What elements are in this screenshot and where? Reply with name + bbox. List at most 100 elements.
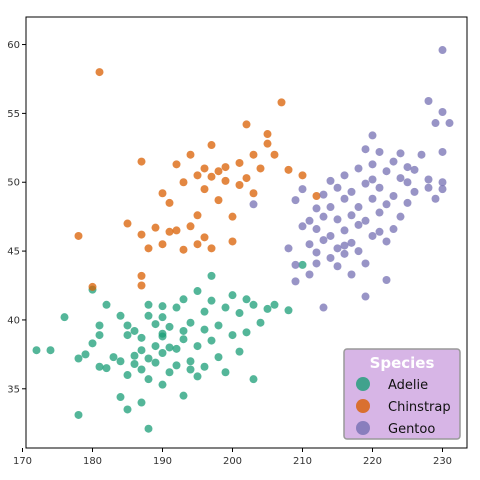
- point-chinstrap: [172, 226, 181, 235]
- legend-marker-chinstrap: [356, 399, 370, 413]
- point-adelie: [249, 300, 258, 309]
- legend-label-adelie: Adelie: [388, 378, 428, 393]
- point-gentoo: [361, 292, 370, 301]
- point-adelie: [158, 332, 167, 341]
- point-chinstrap: [200, 164, 209, 173]
- point-gentoo: [382, 200, 391, 209]
- point-adelie: [116, 311, 125, 320]
- point-adelie: [172, 344, 181, 353]
- x-tick-label: 180: [83, 456, 102, 467]
- legend-label-chinstrap: Chinstrap: [388, 400, 451, 415]
- point-chinstrap: [95, 68, 104, 77]
- point-adelie: [193, 372, 202, 381]
- point-chinstrap: [277, 98, 286, 107]
- point-chinstrap: [235, 158, 244, 167]
- point-chinstrap: [242, 120, 251, 129]
- point-gentoo: [389, 192, 398, 201]
- point-adelie: [179, 295, 188, 304]
- point-gentoo: [375, 227, 384, 236]
- point-gentoo: [340, 249, 349, 258]
- point-gentoo: [438, 147, 447, 156]
- legend-title: Species: [370, 354, 435, 372]
- point-gentoo: [347, 211, 356, 220]
- point-chinstrap: [193, 211, 202, 220]
- point-chinstrap: [284, 165, 293, 174]
- point-chinstrap: [263, 130, 272, 139]
- point-gentoo: [319, 303, 328, 312]
- point-chinstrap: [249, 150, 258, 159]
- point-gentoo: [368, 231, 377, 240]
- point-adelie: [137, 365, 146, 374]
- point-adelie: [207, 296, 216, 305]
- point-chinstrap: [214, 167, 223, 176]
- point-adelie: [235, 309, 244, 318]
- point-gentoo: [424, 96, 433, 105]
- point-chinstrap: [228, 212, 237, 221]
- point-adelie: [186, 318, 195, 327]
- point-gentoo: [445, 119, 454, 128]
- legend-marker-adelie: [356, 377, 370, 391]
- x-axis: 170 180 190 200 210 220 230: [13, 448, 452, 467]
- point-chinstrap: [74, 231, 83, 240]
- point-gentoo: [312, 259, 321, 268]
- point-adelie: [200, 325, 209, 334]
- point-gentoo: [326, 203, 335, 212]
- point-adelie: [165, 322, 174, 331]
- point-gentoo: [305, 270, 314, 279]
- point-gentoo: [403, 163, 412, 172]
- point-chinstrap: [221, 176, 230, 185]
- point-adelie: [263, 304, 272, 313]
- point-gentoo: [298, 222, 307, 231]
- point-gentoo: [354, 203, 363, 212]
- point-gentoo: [410, 165, 419, 174]
- legend-marker-gentoo: [356, 421, 370, 435]
- point-gentoo: [291, 196, 300, 205]
- point-adelie: [200, 307, 209, 316]
- point-adelie: [235, 347, 244, 356]
- point-gentoo: [333, 244, 342, 253]
- point-gentoo: [319, 236, 328, 245]
- point-adelie: [158, 302, 167, 311]
- point-adelie: [186, 365, 195, 374]
- point-chinstrap: [193, 171, 202, 180]
- point-gentoo: [319, 212, 328, 221]
- point-chinstrap: [256, 164, 265, 173]
- point-chinstrap: [88, 282, 97, 291]
- point-adelie: [179, 335, 188, 344]
- data-points: [32, 46, 454, 433]
- point-gentoo: [368, 131, 377, 140]
- point-gentoo: [438, 185, 447, 194]
- point-adelie: [165, 368, 174, 377]
- point-adelie: [242, 295, 251, 304]
- point-gentoo: [340, 194, 349, 203]
- point-adelie: [144, 300, 153, 309]
- point-chinstrap: [186, 150, 195, 159]
- point-chinstrap: [158, 189, 167, 198]
- point-chinstrap: [179, 245, 188, 254]
- x-tick-label: 200: [223, 456, 242, 467]
- x-tick-label: 170: [13, 456, 32, 467]
- point-gentoo: [340, 226, 349, 235]
- point-gentoo: [312, 225, 321, 234]
- point-adelie: [179, 391, 188, 400]
- point-chinstrap: [144, 244, 153, 253]
- point-chinstrap: [242, 174, 251, 183]
- point-gentoo: [347, 187, 356, 196]
- point-gentoo: [347, 270, 356, 279]
- point-gentoo: [305, 240, 314, 249]
- point-adelie: [228, 291, 237, 300]
- point-adelie: [158, 380, 167, 389]
- point-gentoo: [375, 183, 384, 192]
- point-chinstrap: [200, 185, 209, 194]
- point-adelie: [109, 353, 118, 362]
- point-gentoo: [424, 183, 433, 192]
- point-gentoo: [326, 176, 335, 185]
- point-adelie: [242, 328, 251, 337]
- point-chinstrap: [207, 244, 216, 253]
- point-adelie: [46, 346, 55, 355]
- point-gentoo: [347, 238, 356, 247]
- point-chinstrap: [312, 192, 321, 201]
- x-tick-label: 190: [153, 456, 172, 467]
- point-adelie: [74, 354, 83, 363]
